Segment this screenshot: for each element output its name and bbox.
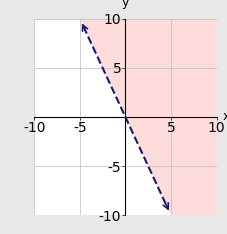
Text: x: x	[222, 110, 227, 124]
Polygon shape	[79, 19, 216, 215]
Text: y: y	[121, 0, 128, 9]
